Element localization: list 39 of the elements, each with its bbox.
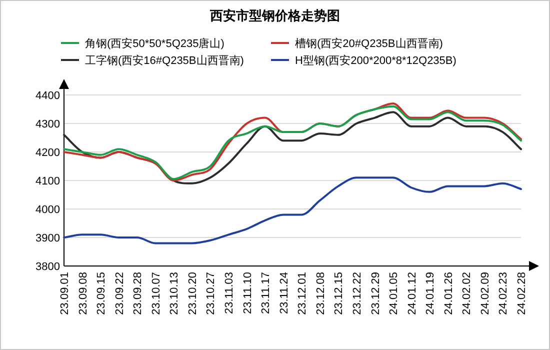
- x-tick-label: 24.01.26: [442, 272, 455, 315]
- x-tick-label: 23.09.28: [132, 272, 144, 315]
- legend-label: 槽钢(西安20#Q235B山西晋南): [295, 37, 443, 50]
- legend-label: H型钢(西安200*200*8*12Q235B): [295, 54, 456, 67]
- x-tick-label: 23.11.24: [278, 272, 290, 314]
- x-tick-label: 23.11.03: [224, 272, 236, 314]
- x-tick-label: 23.10.20: [186, 272, 199, 315]
- x-tick-label: 24.02.28: [516, 272, 528, 315]
- legend-label: 工字钢(西安16#Q235B山西晋南): [85, 54, 244, 67]
- y-tick-label: 4100: [36, 176, 60, 188]
- x-tick-label: 23.11.10: [242, 272, 254, 314]
- chart-title: 西安市型钢价格走势图: [209, 8, 340, 23]
- line-series: [63, 176, 522, 244]
- y-tick-label: 3900: [36, 232, 60, 244]
- x-tick-label: 24.01.19: [424, 272, 437, 315]
- y-tick-label: 3800: [36, 261, 60, 273]
- x-tick-label: 23.09.15: [96, 272, 108, 315]
- x-tick-label: 23.12.29: [370, 272, 382, 315]
- x-tick-label: 23.12.22: [351, 272, 364, 315]
- x-tick-label: 24.02.23: [498, 272, 510, 315]
- legend-label: 角钢(西安50*50*5Q235唐山): [85, 37, 224, 50]
- x-tick-label: 23.10.13: [168, 272, 181, 315]
- x-tick-label: 23.10.27: [205, 272, 218, 315]
- x-tick-label: 23.10.07: [150, 272, 162, 315]
- y-tick-label: 4400: [36, 90, 60, 102]
- y-tick-label: 4000: [36, 204, 60, 216]
- x-tick-label: 23.12.01: [296, 272, 309, 315]
- x-tick-label: 23.09.08: [77, 272, 90, 315]
- x-tick-label: 23.12.15: [333, 272, 346, 315]
- x-tick-label: 23.11.17: [260, 272, 272, 314]
- x-tick-label: 24.02.09: [479, 272, 492, 315]
- x-tick-label: 24.01.05: [388, 272, 400, 315]
- x-tick-label: 24.02.02: [461, 272, 474, 315]
- x-tick-label: 23.09.22: [114, 272, 126, 315]
- x-tick-label: 23.09.01: [59, 272, 71, 315]
- y-tick-label: 4200: [36, 147, 60, 159]
- x-tick-label: 23.12.08: [314, 272, 327, 315]
- y-tick-label: 4300: [36, 118, 60, 130]
- x-tick-label: 24.01.12: [406, 272, 418, 315]
